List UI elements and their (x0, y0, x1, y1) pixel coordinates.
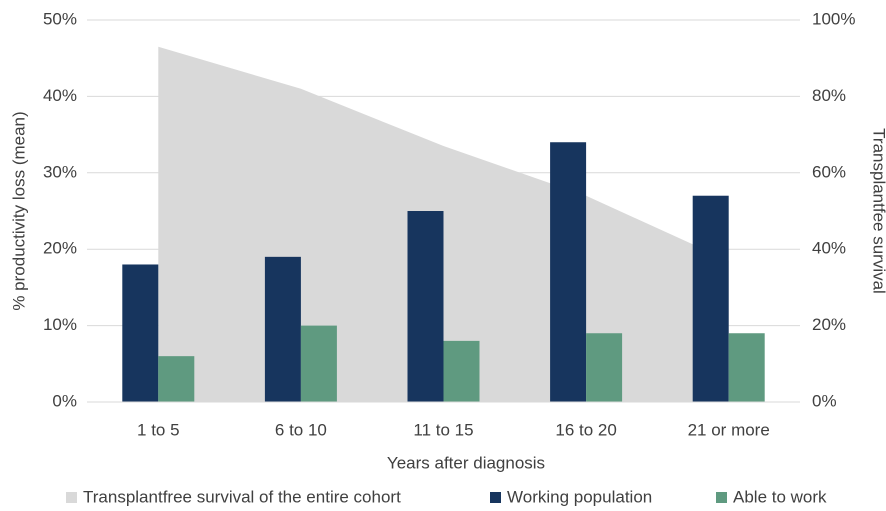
y-tick-label: 20% (43, 239, 77, 258)
legend-label: Able to work (733, 487, 827, 506)
bar (692, 195, 729, 402)
legend-label: Working population (507, 487, 652, 506)
y-axis-title: % productivity loss (mean) (9, 111, 28, 310)
y2-tick-label: 0% (812, 391, 837, 410)
y2-tick-label: 20% (812, 315, 846, 334)
y2-axis-title: Transplantfee survival (870, 128, 886, 294)
bar (586, 333, 623, 402)
bar (264, 256, 301, 402)
x-tick-label: 11 to 15 (413, 420, 473, 439)
y-tick-label: 40% (43, 86, 77, 105)
bar (158, 356, 195, 402)
x-tick-label: 6 to 10 (275, 420, 327, 439)
legend-label: Transplantfree survival of the entire co… (83, 487, 401, 506)
y-tick-label: 10% (43, 315, 77, 334)
legend-swatch (490, 492, 501, 503)
y2-tick-label: 80% (812, 86, 846, 105)
bar (122, 264, 159, 402)
bar (407, 211, 444, 402)
bar (300, 325, 337, 402)
x-tick-label: 1 to 5 (137, 420, 180, 439)
legend-swatch (66, 492, 77, 503)
y-tick-label: 50% (43, 9, 77, 28)
bar (550, 142, 587, 403)
bar (728, 333, 765, 402)
legend-swatch (716, 492, 727, 503)
y2-tick-label: 100% (812, 9, 855, 28)
x-axis-title: Years after diagnosis (387, 453, 545, 472)
y-tick-label: 30% (43, 162, 77, 181)
bar (443, 340, 480, 402)
y2-tick-label: 40% (812, 239, 846, 258)
y-tick-label: 0% (52, 391, 77, 410)
y2-tick-label: 60% (812, 162, 846, 181)
x-tick-label: 16 to 20 (555, 420, 616, 439)
x-tick-label: 21 or more (688, 420, 770, 439)
